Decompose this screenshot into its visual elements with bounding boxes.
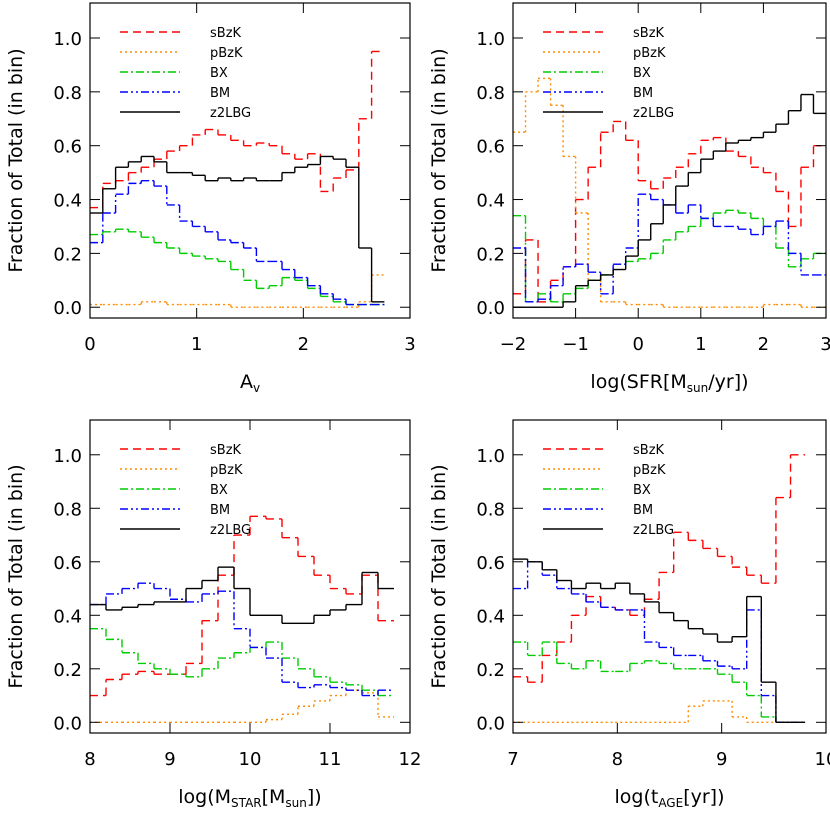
legend-label: sBzK (633, 443, 665, 458)
x-axis-title: log(SFR[Msun/yr]) (590, 371, 748, 395)
y-tick-label: 0.0 (53, 298, 82, 319)
x-axis-title-part: sun (687, 381, 708, 395)
y-tick-label: 1.0 (53, 29, 82, 50)
y-tick-label: 0.6 (476, 553, 505, 574)
x-axis-title-part: sun (285, 796, 306, 810)
x-tick-label: 7 (507, 749, 518, 770)
legend-label: pBzK (210, 463, 243, 478)
x-tick-label: 3 (820, 334, 830, 355)
legend-label: BM (633, 503, 653, 518)
y-tick-label: 0.6 (53, 553, 82, 574)
y-tick-label: 0.2 (53, 660, 82, 681)
y-tick-label: 0.0 (476, 298, 505, 319)
x-tick-label: 9 (716, 749, 727, 770)
y-tick-label: 1.0 (53, 446, 82, 467)
x-axis-title-part: ]) (307, 786, 322, 808)
x-tick-label: 0 (632, 334, 643, 355)
y-tick-label: 0.8 (476, 83, 505, 104)
x-tick-label: 10 (815, 749, 830, 770)
legend-label: z2LBG (633, 106, 674, 121)
x-axis-title-part: STAR (231, 796, 262, 810)
x-axis-title-part: [yr]) (683, 786, 724, 808)
x-tick-label: 2 (298, 334, 309, 355)
legend-label: z2LBG (210, 106, 251, 121)
legend-label: BX (633, 66, 651, 81)
y-tick-label: 0.0 (53, 713, 82, 734)
x-tick-label: 12 (399, 749, 422, 770)
x-axis-title-part: [M (262, 786, 286, 808)
x-axis-title: log(tAGE[yr]) (614, 786, 724, 810)
x-tick-label: −1 (562, 334, 589, 355)
legend-label: BX (633, 483, 651, 498)
x-axis-title-part: log(t (614, 786, 658, 808)
y-axis-title: Fraction of Total (in bin) (428, 464, 450, 688)
legend-label: pBzK (633, 46, 666, 61)
legend-label: BM (633, 86, 653, 101)
x-tick-label: 1 (695, 334, 706, 355)
x-axis-title-part: v (253, 381, 260, 395)
legend-label: BX (210, 483, 228, 498)
plot-frame (512, 419, 827, 734)
legend-label: sBzK (210, 443, 242, 458)
x-axis-title-part: /yr]) (708, 371, 748, 393)
x-tick-label: 8 (84, 749, 95, 770)
y-tick-label: 0.0 (476, 713, 505, 734)
y-tick-label: 0.8 (53, 83, 82, 104)
x-tick-label: 11 (319, 749, 342, 770)
y-tick-label: 0.4 (53, 606, 82, 627)
legend-label: BM (210, 503, 230, 518)
legend-label: BX (210, 66, 228, 81)
y-tick-label: 1.0 (476, 446, 505, 467)
plot-frame (512, 2, 827, 319)
y-tick-label: 1.0 (476, 29, 505, 50)
x-tick-label: −2 (500, 334, 527, 355)
x-tick-label: 0 (84, 334, 95, 355)
legend-label: z2LBG (210, 523, 251, 538)
y-tick-label: 0.8 (53, 499, 82, 520)
x-tick-label: 1 (191, 334, 202, 355)
x-axis-title-part: A (240, 371, 253, 393)
x-axis-title: Av (240, 371, 260, 395)
y-tick-label: 0.2 (476, 244, 505, 265)
y-tick-label: 0.6 (476, 137, 505, 158)
legend-label: pBzK (633, 463, 666, 478)
y-tick-label: 0.2 (476, 660, 505, 681)
x-axis-title-part: AGE (658, 796, 683, 810)
y-tick-label: 0.4 (53, 191, 82, 212)
x-tick-label: 2 (758, 334, 769, 355)
x-axis-title-part: log(SFR[M (590, 371, 686, 393)
y-axis-title: Fraction of Total (in bin) (5, 464, 27, 688)
y-tick-label: 0.8 (476, 499, 505, 520)
legend-label: z2LBG (633, 523, 674, 538)
y-tick-label: 0.4 (476, 191, 505, 212)
y-tick-label: 0.6 (53, 137, 82, 158)
y-tick-label: 0.2 (53, 244, 82, 265)
y-tick-label: 0.4 (476, 606, 505, 627)
x-tick-label: 8 (612, 749, 623, 770)
x-tick-label: 3 (404, 334, 415, 355)
x-tick-label: 9 (164, 749, 175, 770)
legend-label: pBzK (210, 46, 243, 61)
legend-label: BM (210, 86, 230, 101)
legend-label: sBzK (633, 26, 665, 41)
x-tick-label: 10 (239, 749, 262, 770)
y-axis-title: Fraction of Total (in bin) (428, 48, 450, 272)
y-axis-title: Fraction of Total (in bin) (5, 48, 27, 272)
x-axis-title: log(MSTAR[Msun]) (178, 786, 321, 810)
plot-frame (89, 2, 411, 319)
x-axis-title-part: log(M (178, 786, 231, 808)
legend-label: sBzK (210, 26, 242, 41)
